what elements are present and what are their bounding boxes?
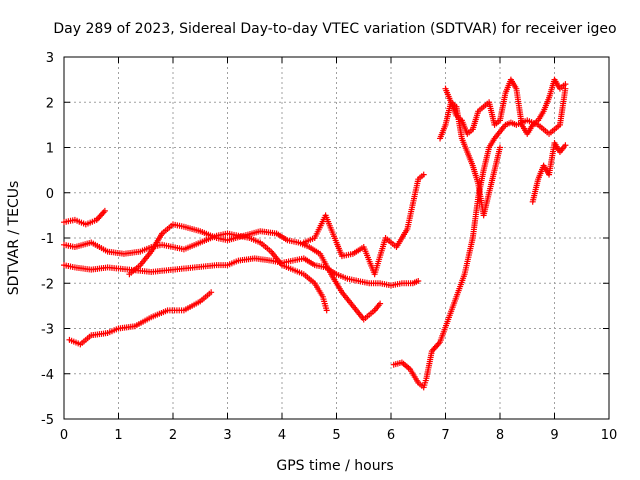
data-point (562, 81, 569, 88)
y-tick-label: -1 (41, 232, 54, 247)
x-tick-label: 1 (114, 428, 122, 443)
x-tick-label: 2 (169, 428, 177, 443)
chart-title: Day 289 of 2023, Sidereal Day-to-day VTE… (53, 21, 616, 37)
x-tick-label: 10 (601, 428, 618, 443)
y-tick-label: 1 (46, 142, 54, 157)
y-tick-label: 0 (46, 187, 54, 202)
data-point (101, 207, 108, 214)
x-tick-label: 5 (332, 428, 340, 443)
y-tick-label: -5 (41, 413, 54, 428)
series-7 (390, 85, 569, 391)
series-3 (61, 255, 422, 289)
data-point (208, 289, 215, 296)
x-tick-label: 8 (496, 428, 504, 443)
series-9 (442, 76, 569, 137)
x-tick-label: 6 (387, 428, 395, 443)
data-point (420, 171, 427, 178)
y-tick-label: -2 (41, 277, 54, 292)
series-4 (66, 289, 215, 348)
series-5 (126, 221, 384, 323)
y-tick-label: 2 (46, 96, 54, 111)
series-10 (529, 139, 569, 205)
y-tick-label: -4 (41, 368, 54, 383)
series-6 (300, 171, 427, 278)
x-tick-label: 7 (441, 428, 449, 443)
data-marks (61, 76, 569, 391)
series-1 (61, 207, 108, 228)
x-axis-label: GPS time / hours (276, 458, 393, 474)
data-point (377, 300, 384, 307)
x-tick-label: 3 (223, 428, 231, 443)
x-tick-label: 0 (60, 428, 68, 443)
y-axis-label: SDTVAR / TECUs (6, 181, 22, 296)
axis-ticks (63, 56, 610, 420)
tick-labels: 0 1 2 3 4 5 6 7 8 9 10 -5 -4 -3 -2 -1 0 1 2 3 (41, 51, 617, 443)
data-point (415, 277, 422, 284)
data-point (497, 144, 503, 151)
y-tick-label: 3 (46, 51, 54, 66)
x-tick-label: 4 (278, 428, 286, 443)
y-tick-label: -3 (41, 323, 54, 338)
data-point (323, 307, 330, 314)
x-tick-label: 9 (550, 428, 558, 443)
series-2 (61, 230, 330, 314)
data-point (562, 142, 569, 149)
